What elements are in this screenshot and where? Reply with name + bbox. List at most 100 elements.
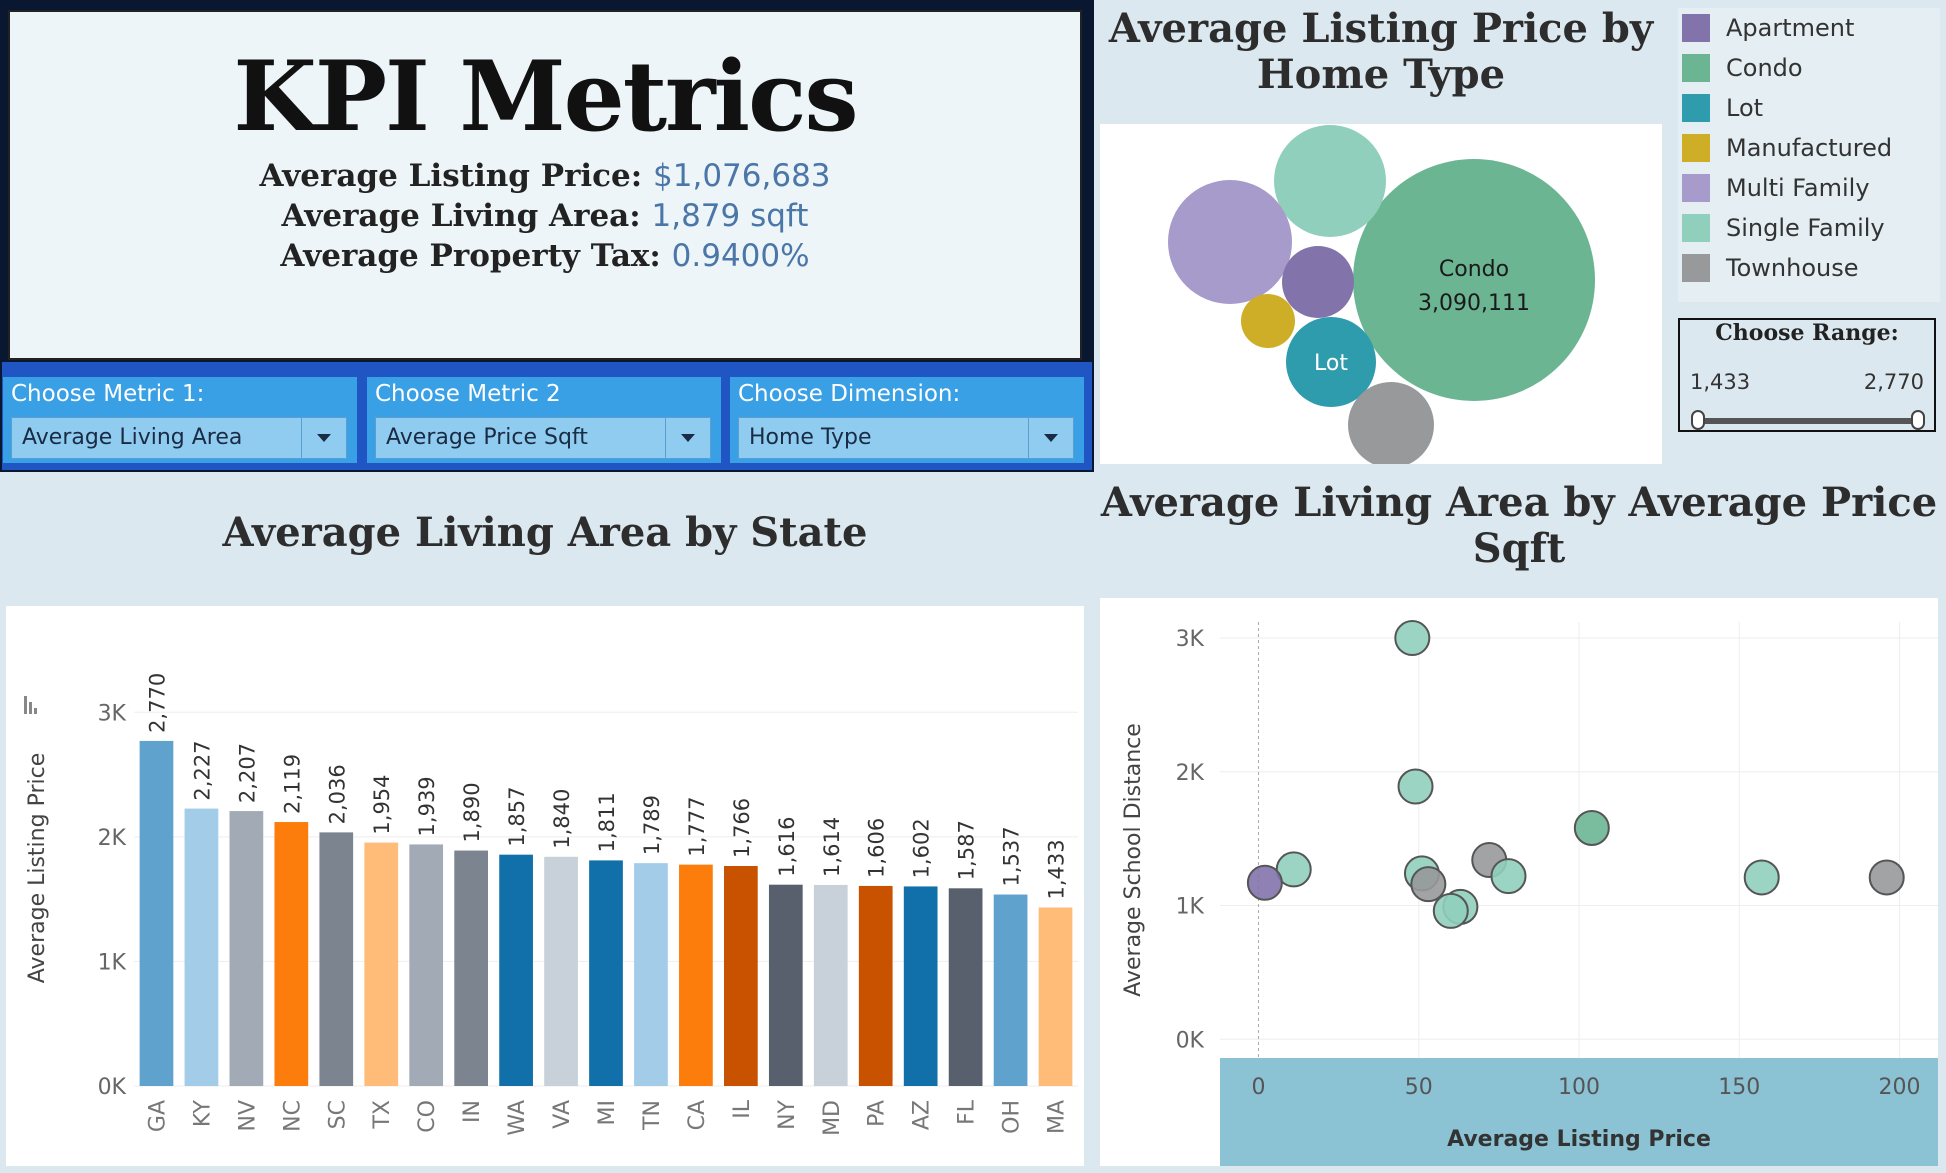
metric2-control: Choose Metric 2 Average Price Sqft [367, 377, 721, 463]
x-tick-label: SC [325, 1100, 350, 1129]
data-label: 1,616 [775, 817, 799, 877]
x-tick-label: 50 [1405, 1075, 1433, 1100]
dimension-dropdown[interactable]: Home Type [738, 417, 1074, 459]
data-label: 2,227 [190, 740, 214, 800]
legend-label: Condo [1726, 54, 1803, 82]
x-tick-label: MI [595, 1100, 620, 1125]
legend: Apartment Condo Lot Manufactured Multi F… [1678, 8, 1940, 302]
data-label: 2,770 [145, 673, 169, 733]
range-slider-track[interactable] [1698, 418, 1918, 424]
data-label: 1,939 [415, 776, 439, 836]
x-tick-label: IN [460, 1100, 485, 1123]
y-tick-label: 1K [98, 950, 127, 975]
x-tick-label: 150 [1718, 1075, 1760, 1100]
bar-va [544, 856, 578, 1086]
x-tick-label: WA [505, 1100, 530, 1136]
x-axis-band [1220, 1058, 1938, 1166]
range-min-value: 1,433 [1690, 370, 1751, 394]
bubble-townhouse [1348, 382, 1434, 468]
bubble-chart-title: Average Listing Price by Home Type [1108, 5, 1654, 98]
legend-label: Multi Family [1726, 174, 1870, 202]
bubble-chart: Condo 3,090,111 Lot [1100, 124, 1662, 468]
y-tick-label: 2K [98, 826, 127, 851]
bar-chart-title: Average Living Area by State [222, 509, 868, 556]
range-filter: Choose Range: 1,433 2,770 [1678, 318, 1936, 432]
kpi-label: Average Property Tax: [280, 238, 661, 274]
chevron-down-icon[interactable] [665, 418, 710, 458]
chevron-down-icon[interactable] [1028, 418, 1073, 458]
kpi-title: KPI Metrics [233, 40, 858, 153]
bar-pa [858, 885, 893, 1086]
y-tick-label: 3K [98, 701, 127, 726]
kpi-row-living-area: Average Living Area: 1,879 sqft [10, 198, 1080, 234]
legend-swatch [1682, 54, 1710, 82]
scatter-point [1432, 892, 1469, 929]
legend-label: Townhouse [1726, 254, 1859, 282]
kpi-value: 1,879 sqft [651, 198, 809, 234]
x-tick-label: CA [685, 1100, 710, 1130]
bar-co [409, 844, 444, 1086]
data-label: 1,840 [550, 789, 574, 849]
bar-chart: 0K 1K 2K 3K Average Listing Price 2,770 GA 2,22… [6, 606, 1084, 1166]
range-slider-max-handle[interactable] [1911, 410, 1925, 430]
sort-icon-bar [29, 702, 32, 714]
bar-ny [768, 884, 803, 1086]
y-tick-label: 0K [98, 1075, 127, 1100]
metric1-label: Choose Metric 1: [11, 381, 205, 407]
x-tick-label: CO [415, 1100, 440, 1133]
metric1-selected: Average Living Area [22, 425, 243, 450]
dimension-label: Choose Dimension: [738, 381, 961, 407]
legend-swatch [1682, 14, 1710, 42]
kpi-panel: KPI Metrics Average Listing Price: $1,07… [8, 10, 1082, 360]
bubble-single-family [1274, 125, 1386, 237]
scatter-point [1246, 864, 1283, 901]
y-tick-label: 1K [1176, 895, 1205, 920]
kpi-value: $1,076,683 [653, 158, 831, 194]
bar-ca [679, 864, 713, 1086]
x-axis-label: Average Listing Price [1447, 1127, 1711, 1152]
data-label: 2,036 [325, 764, 349, 824]
bubble-condo [1353, 159, 1595, 401]
bar-nv [229, 811, 264, 1086]
scatter-point [1573, 809, 1610, 846]
range-slider-min-handle[interactable] [1691, 410, 1705, 430]
x-tick-label: NC [280, 1100, 305, 1132]
data-label: 1,587 [955, 820, 979, 880]
metric2-dropdown[interactable]: Average Price Sqft [375, 417, 711, 459]
y-tick-label: 0K [1176, 1028, 1205, 1053]
y-axis-label: Average School Distance [1121, 723, 1146, 997]
legend-swatch [1682, 174, 1710, 202]
x-tick-label: TX [370, 1100, 395, 1130]
legend-swatch [1682, 94, 1710, 122]
x-tick-label: PA [865, 1100, 890, 1127]
legend-label: Manufactured [1726, 134, 1893, 162]
y-tick-label: 2K [1176, 761, 1205, 786]
scatter-point [1394, 620, 1431, 657]
x-tick-label: 200 [1879, 1075, 1921, 1100]
scatter-chart-svg: 0K 1K 2K 3K 0 50 100 150 200 Average Listing Pric… [1121, 620, 1938, 1166]
scatter-point [1397, 768, 1434, 805]
data-label: 2,207 [235, 743, 259, 803]
kpi-row-property-tax: Average Property Tax: 0.9400% [10, 238, 1080, 274]
metric1-dropdown[interactable]: Average Living Area [11, 417, 347, 459]
chevron-down-icon[interactable] [301, 418, 346, 458]
bubble-label: Condo [1439, 257, 1509, 282]
bar-il [724, 866, 758, 1086]
scatter-point [1868, 859, 1905, 896]
legend-swatch [1682, 134, 1710, 162]
bubble-value-label: 3,090,111 [1418, 291, 1530, 316]
data-label: 1,811 [595, 792, 619, 852]
metric2-label: Choose Metric 2 [375, 381, 561, 407]
scatter-point [1490, 858, 1527, 895]
x-tick-label: 0 [1251, 1075, 1265, 1100]
data-label: 1,857 [505, 787, 529, 847]
kpi-label: Average Listing Price: [259, 158, 643, 194]
bar-oh [993, 894, 1028, 1086]
x-tick-label: NY [775, 1099, 800, 1129]
scatter-chart-title: Average Living Area by Average Price Sqf… [1100, 479, 1938, 572]
x-tick-label: FL [955, 1099, 980, 1125]
kpi-row-listing-price: Average Listing Price: $1,076,683 [10, 158, 1080, 194]
dimension-selected: Home Type [749, 425, 872, 450]
x-tick-label: MA [1045, 1100, 1070, 1134]
data-label: 1,602 [910, 818, 934, 878]
